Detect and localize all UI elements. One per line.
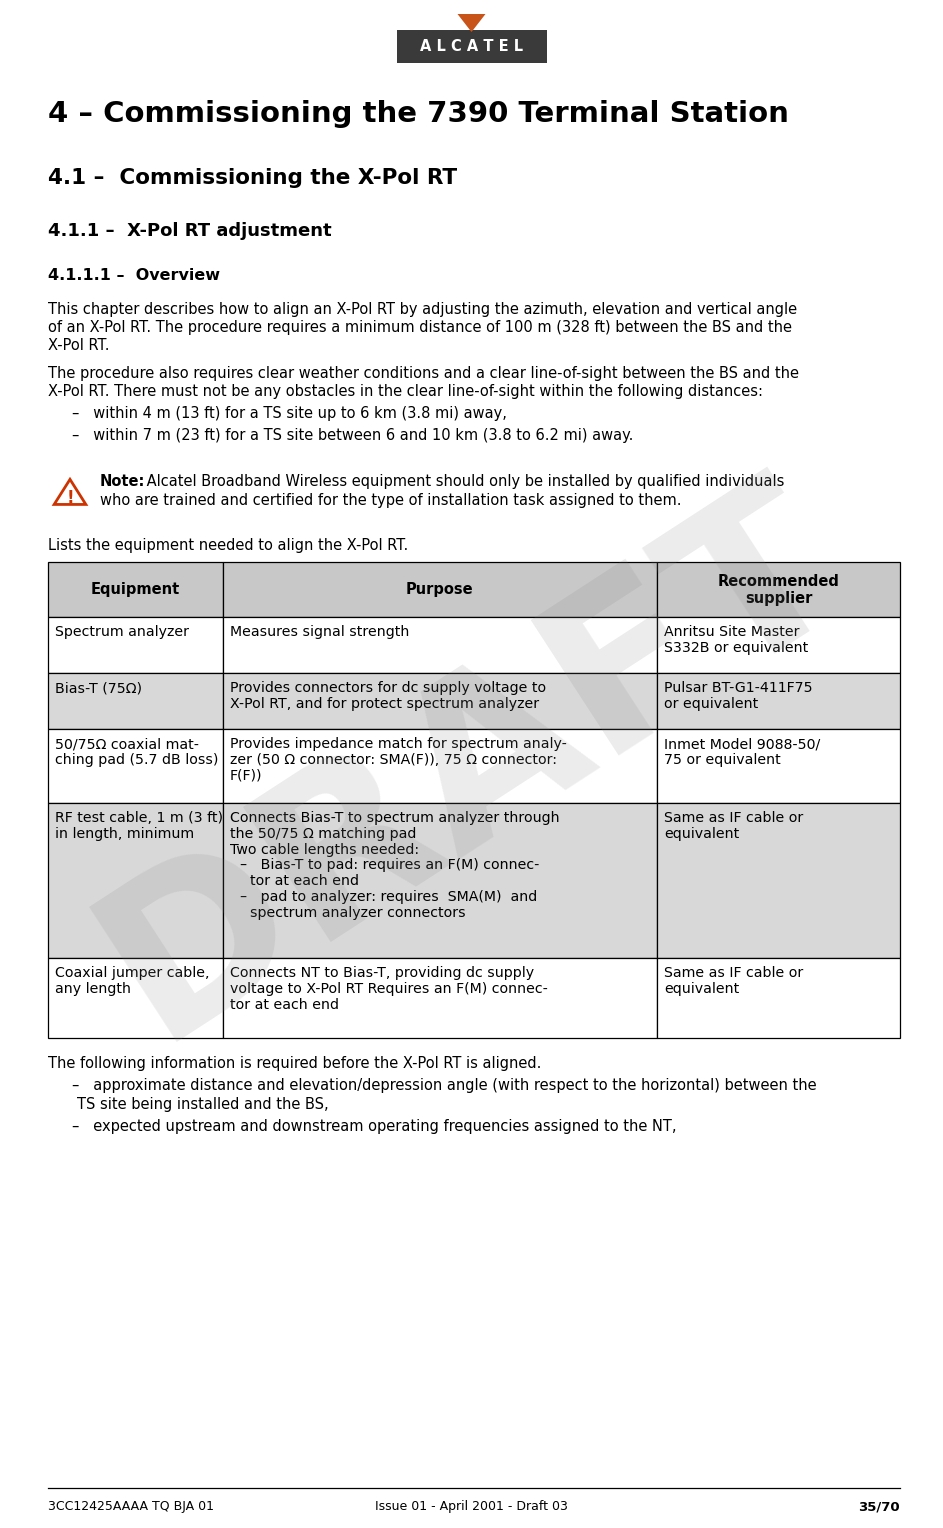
- Text: Provides connectors for dc supply voltage to: Provides connectors for dc supply voltag…: [230, 681, 546, 695]
- Bar: [48, 958, 223, 1038]
- Text: –   expected upstream and downstream operating frequencies assigned to the NT,: – expected upstream and downstream opera…: [72, 1118, 676, 1134]
- Text: F(F)): F(F)): [230, 769, 262, 782]
- Text: supplier: supplier: [745, 591, 812, 607]
- Text: Measures signal strength: Measures signal strength: [230, 625, 409, 639]
- Text: This chapter describes how to align an X-Pol RT by adjusting the azimuth, elevat: This chapter describes how to align an X…: [48, 303, 797, 316]
- Text: Same as IF cable or: Same as IF cable or: [664, 966, 803, 979]
- Text: 4 – Commissioning the 7390 Terminal Station: 4 – Commissioning the 7390 Terminal Stat…: [48, 99, 789, 128]
- Text: of an X-Pol RT. The procedure requires a minimum distance of 100 m (328 ft) betw: of an X-Pol RT. The procedure requires a…: [48, 319, 792, 335]
- Text: Purpose: Purpose: [406, 582, 473, 597]
- Bar: [48, 562, 223, 617]
- Text: Note:: Note:: [100, 474, 145, 489]
- Text: or equivalent: or equivalent: [664, 697, 758, 711]
- Bar: [396, 31, 547, 63]
- Text: tor at each end: tor at each end: [230, 998, 339, 1012]
- Text: X-Pol RT, and for protect spectrum analyzer: X-Pol RT, and for protect spectrum analy…: [230, 697, 538, 711]
- Text: Connects Bias-T to spectrum analyzer through: Connects Bias-T to spectrum analyzer thr…: [230, 811, 559, 825]
- Text: equivalent: equivalent: [664, 827, 739, 840]
- Text: 50/75Ω coaxial mat-: 50/75Ω coaxial mat-: [55, 736, 199, 750]
- Text: S332B or equivalent: S332B or equivalent: [664, 640, 808, 656]
- Text: Issue 01 - April 2001 - Draft 03: Issue 01 - April 2001 - Draft 03: [375, 1500, 568, 1513]
- Text: Recommended: Recommended: [718, 575, 839, 588]
- Bar: [223, 804, 657, 958]
- Text: 75 or equivalent: 75 or equivalent: [664, 753, 781, 767]
- Text: 35/70: 35/70: [858, 1500, 900, 1513]
- Text: Bias-T (75Ω): Bias-T (75Ω): [55, 681, 142, 695]
- Text: !: !: [66, 489, 74, 507]
- Text: spectrum analyzer connectors: spectrum analyzer connectors: [250, 906, 465, 920]
- Text: X-Pol RT.: X-Pol RT.: [48, 338, 109, 353]
- Text: X-Pol RT. There must not be any obstacles in the clear line-of-sight within the : X-Pol RT. There must not be any obstacle…: [48, 384, 763, 399]
- Text: equivalent: equivalent: [664, 983, 739, 996]
- Text: Provides impedance match for spectrum analy-: Provides impedance match for spectrum an…: [230, 736, 567, 750]
- Text: Connects NT to Bias-T, providing dc supply: Connects NT to Bias-T, providing dc supp…: [230, 966, 534, 979]
- Text: Two cable lengths needed:: Two cable lengths needed:: [230, 842, 419, 857]
- Text: Pulsar BT-G1-411F75: Pulsar BT-G1-411F75: [664, 681, 813, 695]
- Text: 3CC12425AAAA TQ BJA 01: 3CC12425AAAA TQ BJA 01: [48, 1500, 214, 1513]
- Text: The following information is required before the X-Pol RT is aligned.: The following information is required be…: [48, 1056, 541, 1071]
- Bar: [223, 562, 657, 617]
- Text: any length: any length: [55, 983, 131, 996]
- Text: Coaxial jumper cable,: Coaxial jumper cable,: [55, 966, 209, 979]
- Text: Equipment: Equipment: [91, 582, 180, 597]
- Text: –   approximate distance and elevation/depression angle (with respect to the hor: – approximate distance and elevation/dep…: [72, 1077, 817, 1093]
- Text: –   pad to analyzer: requires  SMA(M)  and: – pad to analyzer: requires SMA(M) and: [240, 889, 537, 905]
- Bar: [657, 958, 900, 1038]
- Bar: [48, 617, 223, 672]
- Bar: [223, 958, 657, 1038]
- Text: the 50/75 Ω matching pad: the 50/75 Ω matching pad: [230, 827, 416, 840]
- Text: zer (50 Ω connector: SMA(F)), 75 Ω connector:: zer (50 Ω connector: SMA(F)), 75 Ω conne…: [230, 753, 556, 767]
- Bar: [657, 617, 900, 672]
- Text: TS site being installed and the BS,: TS site being installed and the BS,: [77, 1097, 328, 1112]
- Bar: [48, 672, 223, 729]
- Bar: [657, 729, 900, 804]
- Text: tor at each end: tor at each end: [250, 874, 358, 888]
- Text: RF test cable, 1 m (3 ft): RF test cable, 1 m (3 ft): [55, 811, 223, 825]
- Polygon shape: [54, 480, 86, 504]
- Text: voltage to X-Pol RT Requires an F(M) connec-: voltage to X-Pol RT Requires an F(M) con…: [230, 983, 548, 996]
- Text: Same as IF cable or: Same as IF cable or: [664, 811, 803, 825]
- Bar: [48, 729, 223, 804]
- Text: 4.1.1.1 –  Overview: 4.1.1.1 – Overview: [48, 267, 220, 283]
- Text: –   Bias-T to pad: requires an F(M) connec-: – Bias-T to pad: requires an F(M) connec…: [240, 859, 539, 872]
- Bar: [223, 672, 657, 729]
- Text: Spectrum analyzer: Spectrum analyzer: [55, 625, 189, 639]
- Text: –   within 4 m (13 ft) for a TS site up to 6 km (3.8 mi) away,: – within 4 m (13 ft) for a TS site up to…: [72, 406, 507, 422]
- Text: who are trained and certified for the type of installation task assigned to them: who are trained and certified for the ty…: [100, 494, 682, 507]
- Text: in length, minimum: in length, minimum: [55, 827, 194, 840]
- Polygon shape: [457, 14, 486, 32]
- Text: Inmet Model 9088-50/: Inmet Model 9088-50/: [664, 736, 820, 750]
- Text: Anritsu Site Master: Anritsu Site Master: [664, 625, 800, 639]
- Text: 4.1.1 –  X-Pol RT adjustment: 4.1.1 – X-Pol RT adjustment: [48, 222, 332, 240]
- Bar: [48, 804, 223, 958]
- Text: DRAFT: DRAFT: [65, 448, 878, 1080]
- Bar: [223, 729, 657, 804]
- Bar: [223, 617, 657, 672]
- Bar: [657, 804, 900, 958]
- Text: –   within 7 m (23 ft) for a TS site between 6 and 10 km (3.8 to 6.2 mi) away.: – within 7 m (23 ft) for a TS site betwe…: [72, 428, 634, 443]
- Bar: [657, 562, 900, 617]
- Text: 4.1 –  Commissioning the X-Pol RT: 4.1 – Commissioning the X-Pol RT: [48, 168, 457, 188]
- Bar: [657, 672, 900, 729]
- Text: Alcatel Broadband Wireless equipment should only be installed by qualified indiv: Alcatel Broadband Wireless equipment sho…: [142, 474, 785, 489]
- Text: Lists the equipment needed to align the X-Pol RT.: Lists the equipment needed to align the …: [48, 538, 408, 553]
- Text: A L C A T E L: A L C A T E L: [420, 40, 523, 53]
- Text: ching pad (5.7 dB loss): ching pad (5.7 dB loss): [55, 753, 219, 767]
- Text: The procedure also requires clear weather conditions and a clear line-of-sight b: The procedure also requires clear weathe…: [48, 367, 799, 380]
